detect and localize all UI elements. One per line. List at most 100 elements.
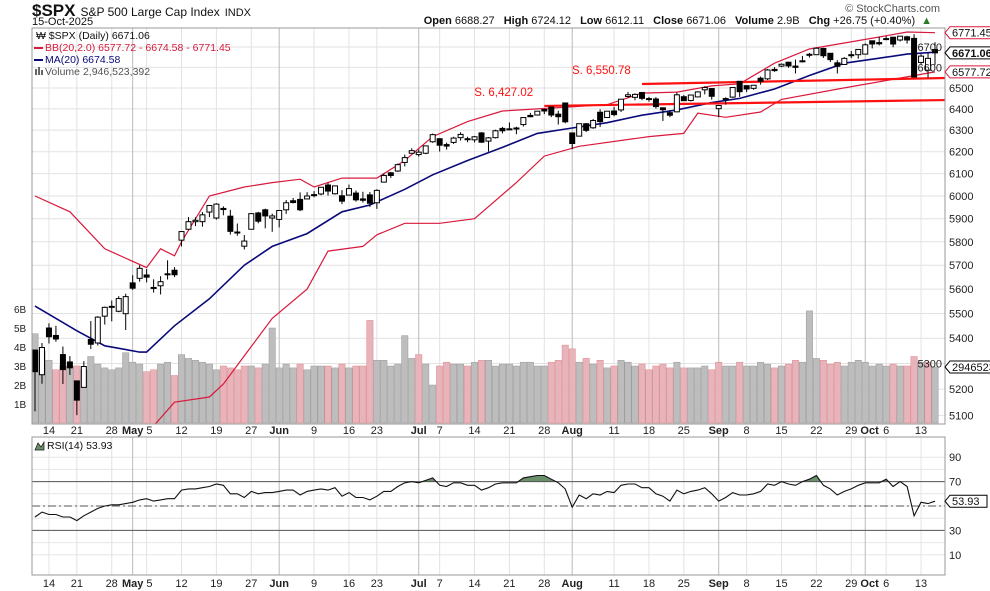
candle-body [422,145,429,154]
volume-bar [289,367,297,424]
support-label: S. 6,550.78 [572,65,631,77]
bb-upper-tag-box [944,26,990,40]
candle-body [527,114,534,118]
volume-bar [212,369,220,424]
candle-body [555,113,562,118]
volume-bar [87,356,95,424]
ma20-line [34,51,936,353]
rsi-value-tag-box [944,494,988,508]
volume-bar [624,361,632,424]
volume-bar [708,369,716,424]
date-tick-label: Jun [269,425,289,437]
price-tick-label: 5800 [949,237,973,249]
low-value: 6612.11 [605,15,645,27]
candle-body [290,200,297,204]
volume-bar [296,363,304,424]
volume-bar [205,363,213,424]
candle-body [569,132,576,144]
volume-bar [540,365,548,424]
candle-body [548,106,555,116]
date-tick-label: Sep [709,425,729,437]
date-tick-label: 18 [643,578,655,590]
volume-bar [882,365,890,424]
candle-body [108,305,115,308]
candle-body [345,188,352,196]
volume-bar [254,367,262,424]
legend-rsi: RSI(14) 53.93 [47,440,113,452]
candle-body [834,62,841,67]
volume-bar [331,367,339,424]
candle-body [827,52,834,61]
candle-body [925,57,932,71]
candle-body [45,327,52,338]
candle-body [171,269,178,276]
candle-body [659,107,666,111]
volume-bar [143,371,151,424]
date-tick-label: 14 [43,578,55,590]
candle-body [799,60,806,63]
bb-lower-tag: 6577.72 [952,67,990,79]
volume-bar [638,363,646,424]
candle-body [855,48,862,56]
volume-bar [819,360,827,424]
candle-body [359,198,366,201]
candle-body [520,117,527,126]
candle-body [541,109,548,112]
candle-body [876,42,883,45]
volume-bar [247,365,255,424]
date-tick-label: 19 [210,425,222,437]
price-tick-label: 6000 [949,191,973,203]
volume-bar [840,365,848,424]
volume-bar [701,365,709,424]
date-tick-label: 12 [175,578,187,590]
candle-body [708,88,715,97]
candle-body [694,91,701,98]
volume-value: 2.9B [777,15,800,27]
volume-bar [512,365,520,424]
candle-body [673,94,680,113]
support-trendline [641,76,945,86]
volume-bar [492,365,499,424]
candle-body [32,349,38,373]
volume-bar [352,365,360,424]
date-tick-label: 28 [538,578,550,590]
candle-body [304,195,311,200]
volume-tick-label: 2B [14,381,27,392]
candle-body [129,282,136,289]
date-tick-label: May [122,578,144,590]
candle-body [478,132,485,143]
volume-bar [366,320,374,424]
volume-bar [526,361,534,424]
bb-lower-line [154,71,936,424]
date-tick-label: 9 [311,425,317,437]
volume-bar [115,367,123,424]
volume-bar [847,361,855,424]
volume-tick-label: 3B [14,362,27,373]
volume-bar [680,367,688,424]
date-tick-label: 28 [106,578,118,590]
volume-bar [198,361,206,424]
date-tick-label: 9 [311,578,317,590]
candle-body [666,112,673,116]
price-tick-label: 6400 [949,104,973,116]
candle-body [562,102,569,123]
volume-bar [868,365,876,424]
volume-bar [345,367,353,424]
candle-body [401,157,408,163]
candle-body [394,164,401,172]
volume-label: Volume [735,15,774,27]
volume-bar [694,367,702,424]
volume-bar [275,367,283,424]
candle-body [869,40,876,45]
candle-body [227,215,234,232]
legend-volume: Volume 2,946,523,392 [45,66,150,78]
open-label: Open [423,15,452,27]
candle-body [499,127,506,132]
candle-body [771,68,778,72]
volume-bar [380,360,388,424]
price-tick-label: 6200 [949,147,973,159]
candle-body [604,110,611,119]
price-tick-label: 6600 [918,62,942,74]
candle-body [513,127,520,130]
